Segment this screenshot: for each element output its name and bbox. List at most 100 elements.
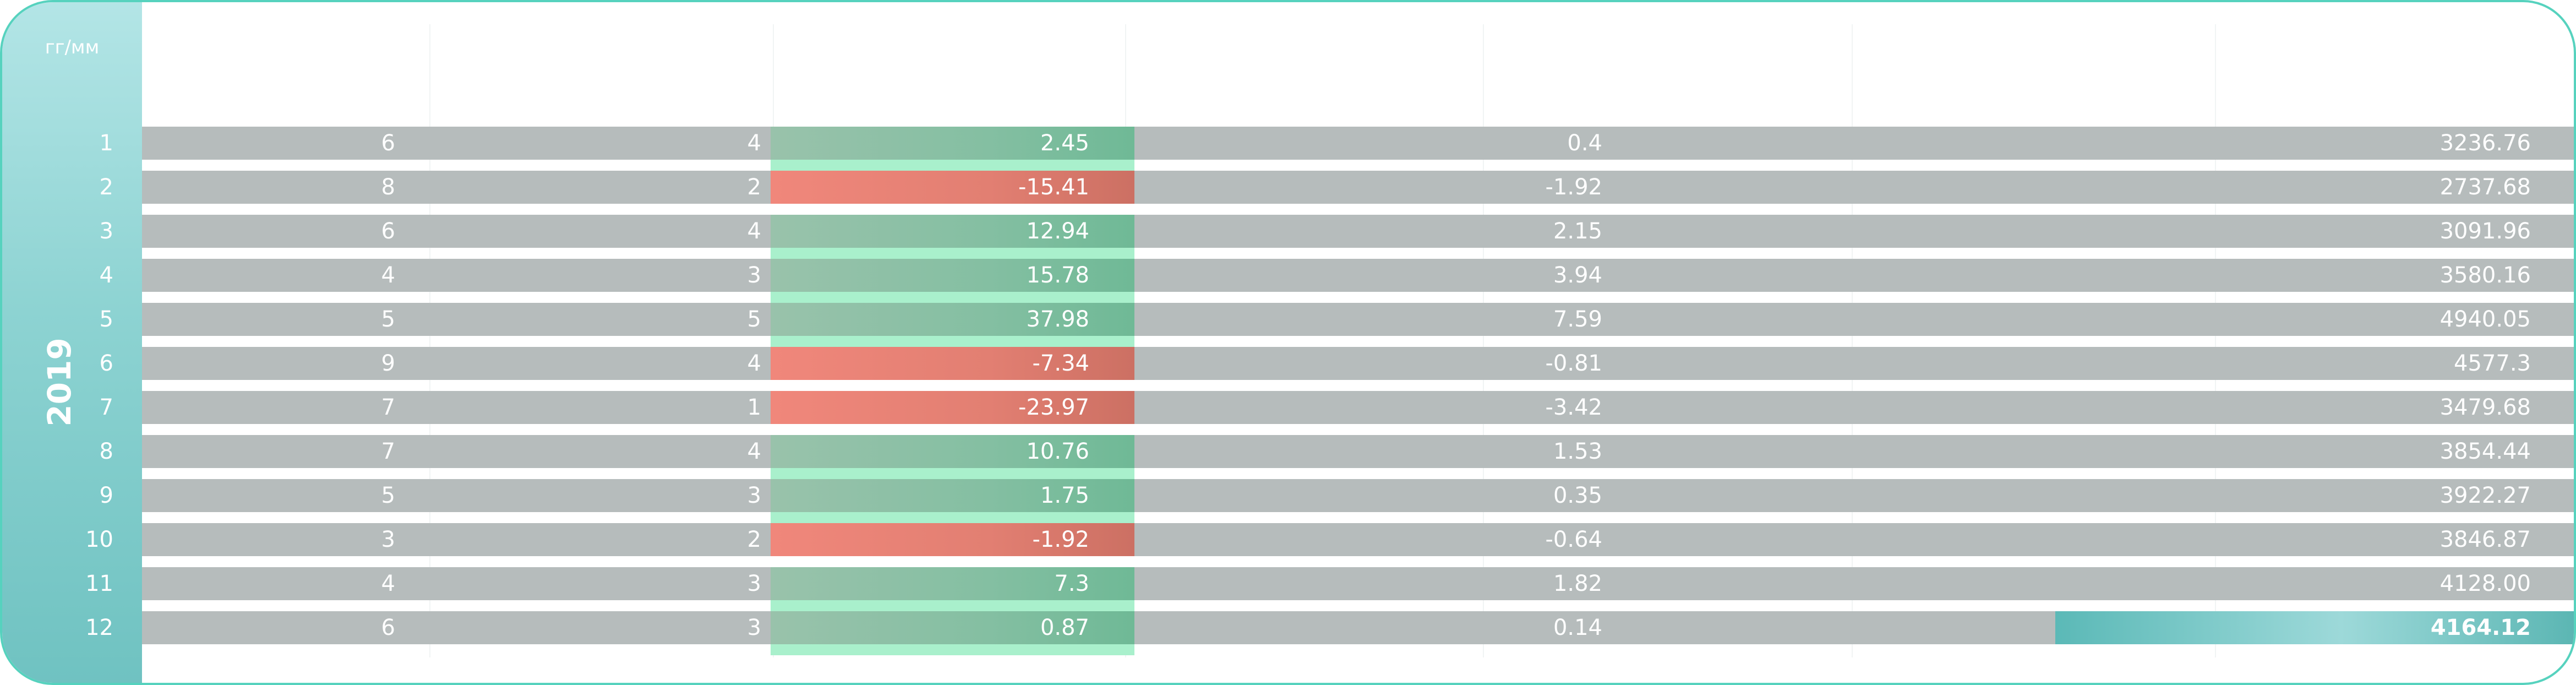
col1-cell-value: 8: [381, 175, 395, 200]
grey-cells: [142, 259, 771, 292]
col2-cell: 3: [395, 259, 761, 292]
col4-cell-value: 0.4: [1567, 131, 1602, 156]
change-cell: -23.97: [771, 391, 1134, 424]
change-cell-value: -23.97: [1018, 395, 1089, 420]
change-cell: 37.98: [771, 303, 1134, 336]
month-label: 3: [99, 219, 113, 244]
col5-cell-value: 4577.3: [2454, 351, 2531, 376]
grey-cells-right: [1134, 171, 2574, 204]
col2-cell-value: 2: [747, 175, 761, 200]
month-label: 10: [85, 527, 113, 552]
col4-cell-value: -0.81: [1545, 351, 1603, 376]
col2-cell-value: 3: [747, 263, 761, 288]
column-separator: [429, 24, 430, 657]
col1-cell-value: 9: [381, 351, 395, 376]
grey-cells-right: [1134, 303, 2574, 336]
col1-cell: 9: [142, 347, 395, 380]
change-cell: 15.78: [771, 259, 1134, 292]
grey-cells: [142, 127, 771, 160]
month-label: 8: [99, 439, 113, 464]
month-label: 2: [99, 175, 113, 200]
change-cell: -1.92: [771, 523, 1134, 556]
table-row: 8 2 -15.41 -1.92 2737.68: [142, 171, 2574, 204]
change-cell-value: -15.41: [1018, 175, 1089, 200]
col4-cell: 0.35: [1134, 479, 1602, 512]
col2-cell-value: 1: [747, 395, 761, 420]
col5-cell: 2737.68: [1134, 171, 2574, 204]
grey-cells-right: [1134, 435, 2574, 468]
table-row: 4 3 15.78 3.94 3580.16: [142, 259, 2574, 292]
col4-cell-value: 0.35: [1553, 483, 1602, 508]
grey-cells-right: [1134, 391, 2574, 424]
col1-cell-value: 3: [381, 527, 395, 552]
col5-cell: 3846.87: [1134, 523, 2574, 556]
value-band: [771, 292, 1134, 303]
col1-cell-value: 5: [381, 483, 395, 508]
col4-cell: -0.81: [1134, 347, 1603, 380]
month-label: 7: [99, 395, 113, 420]
change-cell: 12.94: [771, 215, 1134, 248]
change-cell-value: 15.78: [1026, 263, 1089, 288]
grey-cells: [142, 435, 771, 468]
table-row: 6 4 2.45 0.4 3236.76: [142, 127, 2574, 160]
col1-cell-value: 6: [381, 219, 395, 244]
change-cell-value: 1.75: [1040, 483, 1089, 508]
grey-cells-right: [1134, 127, 2574, 160]
month-label: 4: [99, 263, 113, 288]
col5-cell-value: 2737.68: [2439, 175, 2531, 200]
col5-cell-value: 3846.87: [2439, 527, 2531, 552]
value-band: [771, 336, 1134, 347]
col2-cell-value: 3: [747, 615, 761, 640]
col2-cell: 3: [395, 611, 761, 644]
col4-cell: 1.53: [1134, 435, 1602, 468]
col5-cell: 3922.27: [1134, 479, 2574, 512]
col5-cell: 3854.44: [1134, 435, 2574, 468]
row-header-column: гг/мм 2019: [2, 2, 142, 683]
col2-cell-value: 4: [747, 131, 761, 156]
month-label: 9: [99, 483, 113, 508]
col4-cell-value: 2.15: [1553, 219, 1602, 244]
col5-cell-value: 3922.27: [2439, 483, 2531, 508]
grey-cells: [142, 303, 771, 336]
col4-cell-value: 7.59: [1553, 307, 1602, 332]
value-band: [771, 160, 1134, 171]
col5-cell: 3479.68: [1134, 391, 2574, 424]
col2-cell: 3: [395, 479, 761, 512]
change-cell-value: 0.87: [1040, 615, 1089, 640]
col1-cell-value: 5: [381, 307, 395, 332]
col1-cell: 3: [142, 523, 395, 556]
grey-cells: [142, 215, 771, 248]
col5-cell-value: 3580.16: [2439, 263, 2531, 288]
col1-cell-value: 7: [381, 395, 395, 420]
col2-cell-value: 3: [747, 483, 761, 508]
value-band: [771, 424, 1134, 435]
grey-cells-right: [1134, 347, 2574, 380]
month-label: 1: [99, 131, 113, 156]
col4-cell-value: -3.42: [1545, 395, 1603, 420]
table-row: 6 4 12.94 2.15 3091.96: [142, 215, 2574, 248]
col2-cell-value: 3: [747, 571, 761, 596]
col2-cell: 4: [395, 215, 761, 248]
value-band: [771, 644, 1134, 655]
table-row: 5 5 37.98 7.59 4940.05: [142, 303, 2574, 336]
col1-cell: 5: [142, 303, 395, 336]
table-row: 4 3 7.3 1.82 4128.00: [142, 567, 2574, 600]
column-separator: [2215, 24, 2216, 657]
grey-cells: [142, 391, 771, 424]
col2-cell-value: 4: [747, 439, 761, 464]
col2-cell-value: 2: [747, 527, 761, 552]
grey-cells: [142, 567, 771, 600]
highlight-cell: 4164.12: [2055, 611, 2574, 644]
corner-label: гг/мм: [45, 36, 100, 58]
col1-cell: 6: [142, 127, 395, 160]
month-label: 6: [99, 351, 113, 376]
col4-cell: 2.15: [1134, 215, 1602, 248]
col1-cell: 8: [142, 171, 395, 204]
change-cell: 2.45: [771, 127, 1134, 160]
col4-cell-value: -0.64: [1545, 527, 1603, 552]
value-band: [771, 600, 1134, 611]
value-band: [771, 512, 1134, 523]
col4-cell-value: 1.53: [1553, 439, 1602, 464]
grey-cells-right: [1134, 479, 2574, 512]
